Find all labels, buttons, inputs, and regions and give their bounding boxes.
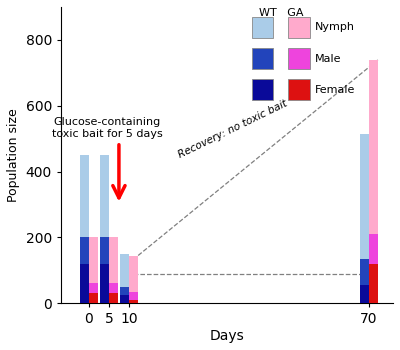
Bar bbox=[109, 237, 118, 284]
Text: Glucose-containing
toxic bait for 5 days: Glucose-containing toxic bait for 5 days bbox=[52, 117, 162, 139]
Bar bbox=[120, 287, 128, 295]
Y-axis label: Population size: Population size bbox=[7, 108, 20, 202]
Bar bbox=[89, 284, 98, 293]
Bar bbox=[120, 295, 128, 303]
Bar bbox=[100, 155, 108, 237]
Bar bbox=[129, 256, 138, 292]
Text: Female: Female bbox=[315, 85, 355, 95]
FancyBboxPatch shape bbox=[252, 48, 274, 69]
Bar bbox=[100, 264, 108, 303]
Bar bbox=[89, 293, 98, 303]
FancyBboxPatch shape bbox=[252, 17, 274, 38]
X-axis label: Days: Days bbox=[210, 329, 244, 343]
Bar bbox=[370, 264, 378, 303]
Bar bbox=[370, 234, 378, 264]
Bar bbox=[80, 264, 88, 303]
Bar bbox=[109, 293, 118, 303]
Bar bbox=[109, 284, 118, 293]
FancyBboxPatch shape bbox=[288, 48, 310, 69]
Text: Male: Male bbox=[315, 54, 342, 63]
Bar bbox=[129, 300, 138, 303]
Bar bbox=[360, 285, 369, 303]
Bar bbox=[120, 254, 128, 287]
Bar bbox=[80, 155, 88, 237]
FancyBboxPatch shape bbox=[288, 79, 310, 100]
Bar bbox=[89, 237, 98, 284]
Bar bbox=[129, 292, 138, 300]
FancyBboxPatch shape bbox=[252, 79, 274, 100]
Bar bbox=[360, 134, 369, 259]
Bar bbox=[100, 237, 108, 264]
Text: WT   GA: WT GA bbox=[258, 8, 303, 19]
Bar bbox=[80, 237, 88, 264]
Bar bbox=[370, 60, 378, 234]
FancyBboxPatch shape bbox=[288, 17, 310, 38]
Bar bbox=[360, 259, 369, 285]
Text: Recovery: no toxic bait: Recovery: no toxic bait bbox=[177, 99, 289, 160]
Text: Nymph: Nymph bbox=[315, 22, 355, 33]
